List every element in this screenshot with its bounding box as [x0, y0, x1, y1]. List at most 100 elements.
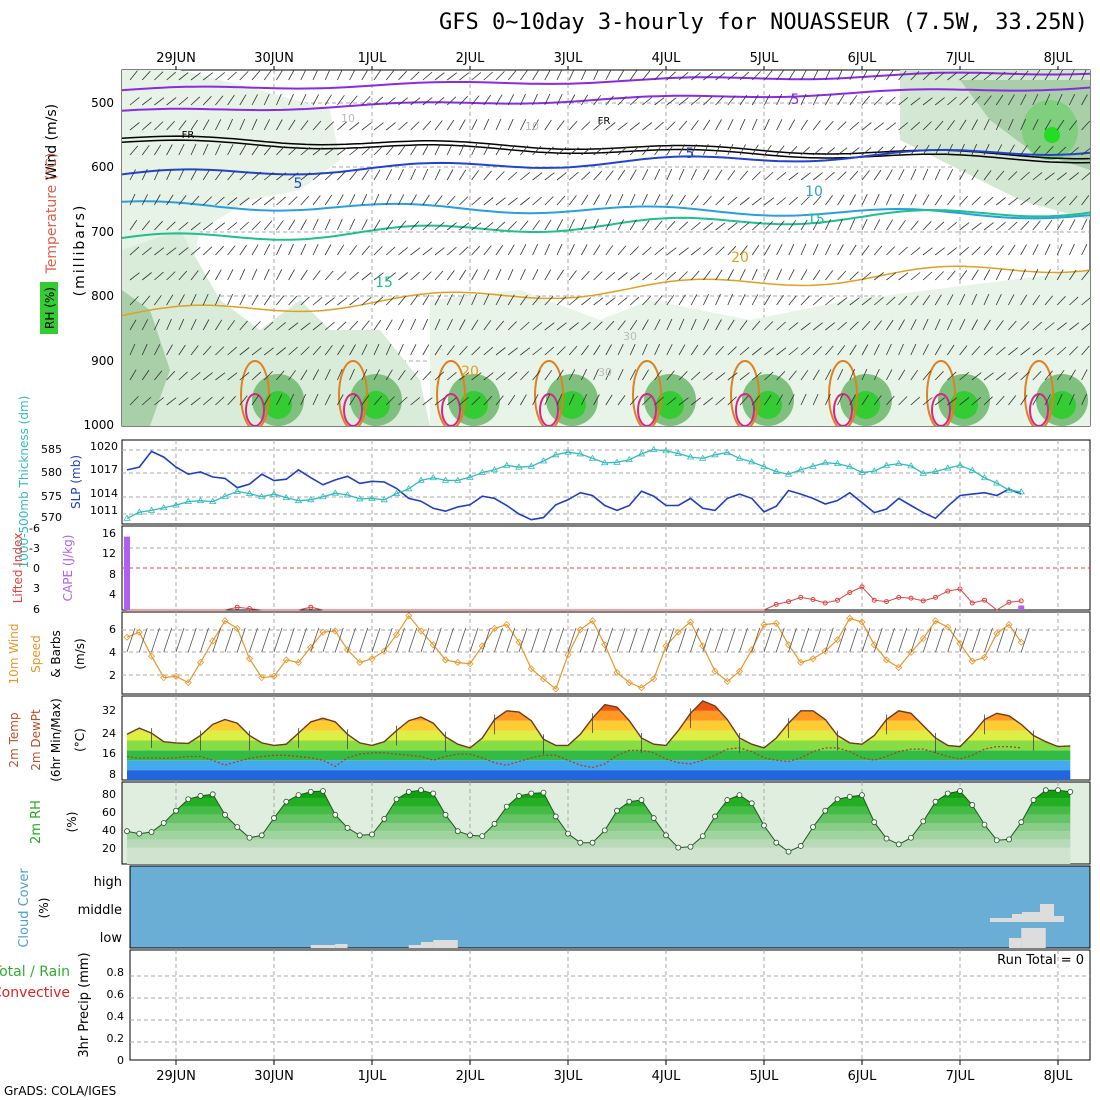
rh-point [638, 797, 645, 803]
wind-barb [959, 119, 967, 131]
wind-barb [764, 118, 770, 131]
wind-barb [995, 294, 1002, 306]
wind-barb [703, 195, 712, 206]
wind-barb [800, 346, 811, 356]
li-point [1006, 599, 1012, 605]
wind10-point [833, 636, 842, 644]
wind-barb [886, 296, 896, 306]
wind-barb [666, 271, 677, 281]
wind-barb [617, 193, 624, 206]
wind-barb [617, 70, 625, 81]
wind-barb [349, 147, 360, 156]
wind-barb [422, 397, 433, 406]
wind-barb [337, 194, 344, 206]
wind-barb [837, 121, 847, 131]
wind-barb [556, 269, 564, 281]
wind-barb [812, 393, 819, 406]
bottom-date-label: 6JUL [848, 1069, 878, 1084]
wind-barb [678, 344, 686, 356]
wind-barb [617, 219, 624, 231]
wind-barb [995, 144, 1003, 156]
wind-barb [373, 296, 384, 306]
wind-barb [446, 169, 454, 181]
wind-barb [898, 169, 905, 181]
wind10-barb [420, 627, 430, 653]
wind-barb [922, 294, 931, 306]
wind-barb [227, 94, 235, 106]
wind-barb [263, 244, 271, 256]
rh-shade [122, 230, 430, 426]
rh-point [699, 833, 706, 840]
wind-barb [434, 371, 445, 381]
wind-barb [922, 194, 930, 206]
wind-barb [263, 119, 270, 131]
thickness-point [356, 495, 364, 502]
wind-barb [690, 169, 697, 181]
cloud-mid-bar [1054, 916, 1064, 922]
thickness-tick: 575 [41, 490, 62, 503]
wind-barb [1056, 93, 1063, 106]
wind-barb [995, 395, 1005, 406]
wind-barb [398, 272, 409, 281]
wind-barb [666, 221, 676, 231]
wind10-barb [187, 627, 197, 653]
rh-point [405, 788, 412, 795]
wind-barb [776, 220, 785, 231]
wind-barb [1069, 296, 1079, 306]
wind-barb [471, 196, 481, 206]
wind-barb [678, 194, 686, 206]
wind-barb [886, 246, 896, 256]
wind10-barb [837, 627, 846, 653]
thickness-point [613, 458, 621, 465]
wind-barb [861, 297, 872, 306]
wind-barb [532, 322, 543, 331]
wind-barb [361, 369, 368, 381]
thickness-point [993, 479, 1001, 486]
wind-barb [739, 71, 750, 81]
wind-barb [910, 71, 920, 81]
wind-barb [1008, 244, 1016, 256]
isotherm-line [122, 208, 1090, 241]
li-point [786, 599, 791, 605]
wind-barb [239, 144, 247, 156]
wind-barb [581, 345, 589, 356]
wind10-point [417, 627, 425, 635]
wind-barb [1069, 120, 1078, 131]
wind-barb [788, 370, 797, 381]
wind-barb [593, 170, 602, 181]
thickness-point [846, 462, 854, 470]
wind-barb [154, 194, 161, 206]
wind-barb [410, 97, 421, 106]
wind-barb [1094, 345, 1100, 355]
isotherm-loop [926, 360, 956, 426]
wind-barb [361, 96, 371, 106]
thickness-point [123, 514, 131, 521]
wind-barb [141, 220, 151, 231]
rh-point [773, 839, 780, 846]
wind10-point [184, 679, 192, 687]
wind-barb [312, 120, 322, 131]
cape-label: CAPE (J/kg) [61, 535, 75, 602]
wind-barb [300, 269, 308, 281]
wind10-barb [959, 627, 969, 653]
wind-barb [947, 270, 956, 281]
wind-barb [507, 144, 516, 156]
wind-barb [849, 170, 859, 181]
wind-barb [446, 72, 458, 81]
wind-barb [727, 72, 738, 81]
wind-barb [422, 344, 430, 356]
rh-tick: 60 [102, 806, 116, 819]
wind-barb [166, 397, 177, 406]
wind10-point [552, 685, 560, 693]
rh-point [160, 820, 167, 826]
wind10-point [784, 641, 793, 649]
wind-barb [483, 269, 490, 281]
wind-barb [459, 196, 469, 206]
wind-barb [227, 372, 238, 381]
wind10-barb [702, 627, 712, 653]
wind-barb [812, 346, 822, 356]
isotherm-loop [1029, 393, 1049, 426]
wind-barb [898, 193, 905, 206]
wind-barb [776, 371, 786, 381]
wind-barb [215, 319, 223, 331]
